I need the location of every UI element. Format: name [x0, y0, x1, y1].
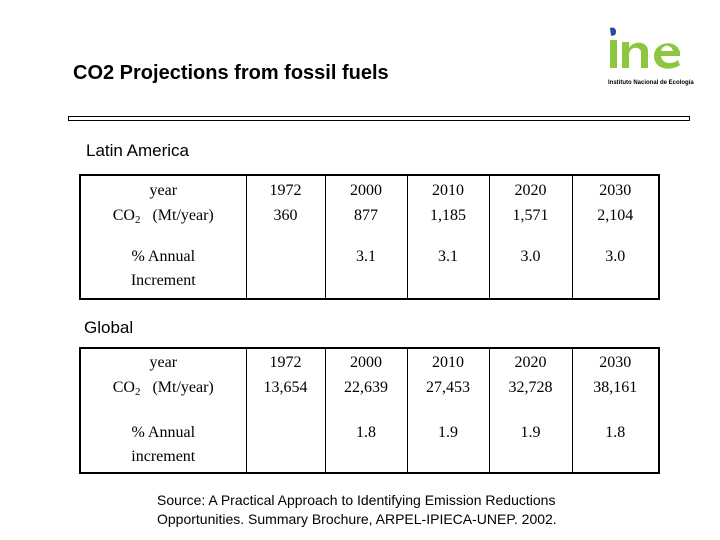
table-row: % Annual Increment 3.1 3.1 3.0 3.0 [79, 245, 660, 299]
pct-row-label: % Annual increment [79, 421, 247, 473]
pct-value: 1.9 [488, 421, 573, 473]
table-row: CO2 (Mt/year) 13,654 22,639 27,453 32,72… [79, 376, 660, 421]
section-label-global: Global [84, 318, 134, 337]
table-row: % Annual increment 1.8 1.9 1.9 1.8 [79, 421, 660, 473]
header-year: 2010 [406, 348, 490, 376]
global-table: year 1972 2000 2010 2020 2030 CO2 (Mt/ye… [79, 347, 660, 474]
pct-value: 1.9 [406, 421, 490, 473]
source-line: Opportunities. Summary Brochure, ARPEL-I… [157, 511, 557, 527]
pct-value: 3.1 [324, 245, 408, 299]
header-year: 2010 [406, 175, 490, 204]
co2-value: 360 [245, 204, 326, 245]
table-row: year 1972 2000 2010 2020 2030 [79, 348, 660, 376]
header-year: 2020 [488, 348, 573, 376]
co2-value: 38,161 [571, 376, 660, 421]
co2-row-label: CO2 (Mt/year) [79, 204, 247, 245]
pct-value: 3.0 [571, 245, 660, 299]
header-year-label: year [79, 175, 247, 204]
co2-value: 22,639 [324, 376, 408, 421]
title-divider [68, 116, 690, 121]
co2-value: 2,104 [571, 204, 660, 245]
co2-value: 27,453 [406, 376, 490, 421]
pct-value: 1.8 [571, 421, 660, 473]
section-label-latin-america: Latin America [86, 141, 189, 160]
header-year: 2000 [324, 348, 408, 376]
header-year: 2020 [488, 175, 573, 204]
pct-value [245, 421, 326, 473]
header-year: 1972 [245, 348, 326, 376]
co2-value: 32,728 [488, 376, 573, 421]
latin-america-table: year 1972 2000 2010 2020 2030 CO2 (Mt/ye… [79, 174, 660, 300]
logo-caption: Instituto Nacional de Ecología [608, 80, 694, 86]
source-citation: Source: A Practical Approach to Identify… [157, 491, 557, 529]
table-row: CO2 (Mt/year) 360 877 1,185 1,571 2,104 [79, 204, 660, 245]
pct-value [245, 245, 326, 299]
header-year: 1972 [245, 175, 326, 204]
table-row: year 1972 2000 2010 2020 2030 [79, 175, 660, 204]
source-line: Source: A Practical Approach to Identify… [157, 492, 556, 508]
co2-value: 877 [324, 204, 408, 245]
header-year: 2030 [571, 175, 660, 204]
page-title: CO2 Projections from fossil fuels [73, 62, 389, 84]
co2-row-label: CO2 (Mt/year) [79, 376, 247, 421]
pct-row-label: % Annual Increment [79, 245, 247, 299]
co2-value: 1,571 [488, 204, 573, 245]
pct-value: 1.8 [324, 421, 408, 473]
co2-value: 1,185 [406, 204, 490, 245]
ine-logo [610, 27, 680, 69]
header-year-label: year [79, 348, 247, 376]
co2-value: 13,654 [245, 376, 326, 421]
header-year: 2000 [324, 175, 408, 204]
pct-value: 3.1 [406, 245, 490, 299]
pct-value: 3.0 [488, 245, 573, 299]
header-year: 2030 [571, 348, 660, 376]
